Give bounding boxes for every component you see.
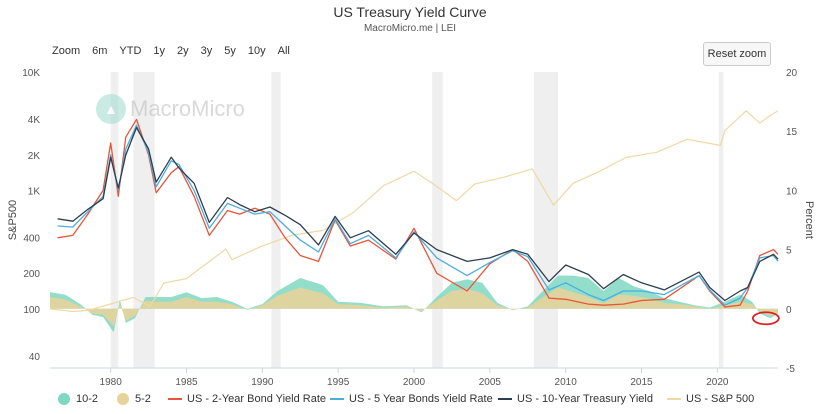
x-tick-label-2010: 2010 <box>555 377 578 388</box>
x-tick-label-2020: 2020 <box>706 377 729 388</box>
zoom-all-button[interactable]: All <box>277 45 290 57</box>
line-series-us-2-year-bond-yield-rate <box>57 118 779 308</box>
legend-line-icon <box>667 398 681 400</box>
y-left-tick-label-100: 100 <box>23 305 40 316</box>
chart-title: US Treasury Yield Curve <box>333 4 487 20</box>
y-left-axis-title: S&P500 <box>7 200 19 240</box>
inversion-annotation-circle <box>751 311 780 326</box>
y-left-tick-label-1K: 1K <box>28 186 41 197</box>
recession-band-4 <box>533 72 559 368</box>
x-tick-label-2000: 2000 <box>403 377 426 388</box>
watermark-logo-icon: ▲ <box>96 94 126 124</box>
y-left-tick-label-10K: 10K <box>22 68 40 79</box>
legend-label: 5-2 <box>135 393 151 405</box>
zoom-2y-button[interactable]: 2y <box>177 45 189 57</box>
y-right-tick-label-0: 0 <box>786 305 792 316</box>
legend-item-10-2[interactable]: 10-2 <box>58 393 98 405</box>
x-tick-label-1990: 1990 <box>251 377 274 388</box>
y-right-axis-title: Percent <box>803 201 815 239</box>
zoom-range-selector: Zoom 6m YTD 1y 2y 3y 5y 10y All <box>52 45 302 57</box>
macromicro-watermark: ▲ MacroMicro <box>96 94 245 124</box>
yield-curve-chart[interactable]: 1980 1985 1990 1995 2000 2005 2010 2015 20204010… <box>0 0 820 390</box>
legend-label: 10-2 <box>76 393 99 405</box>
line-series-us-5-year-bonds-yield-rate <box>57 124 779 306</box>
x-tick-label-2005: 2005 <box>479 377 502 388</box>
zoom-ytd-button[interactable]: YTD <box>119 45 142 57</box>
recession-band-1 <box>133 72 155 368</box>
legend-item-2y[interactable]: US - 2-Year Bond Yield Rate <box>168 393 326 405</box>
area-series-10-2 <box>50 275 778 333</box>
y-left-tick-label-400: 400 <box>23 234 40 245</box>
zoom-6m-button[interactable]: 6m <box>92 45 108 57</box>
legend-label: US - S&P 500 <box>686 393 755 405</box>
zoom-1y-button[interactable]: 1y <box>153 45 166 57</box>
y-left-tick-label-40: 40 <box>29 352 41 363</box>
legend-line-icon <box>498 398 512 400</box>
y-left-tick-label-200: 200 <box>23 269 40 280</box>
line-series-us-s-p-500 <box>49 110 779 313</box>
recession-band-3 <box>432 72 443 368</box>
x-tick-label-1985: 1985 <box>175 377 198 388</box>
y-right-tick-label--5: -5 <box>786 364 795 375</box>
y-left-tick-label-4K: 4K <box>28 115 41 126</box>
recession-band-2 <box>271 72 281 368</box>
legend-item-sp500[interactable]: US - S&P 500 <box>667 393 754 405</box>
recession-band-0 <box>110 72 119 368</box>
zoom-5y-button[interactable]: 5y <box>224 45 236 57</box>
watermark-text: MacroMicro <box>130 96 245 121</box>
chart-legend: 10-2 5-2 US - 2-Year Bond Yield Rate US … <box>0 391 820 411</box>
legend-label: US - 10-Year Treasury Yield <box>517 393 653 405</box>
zoom-label: Zoom <box>52 45 81 57</box>
y-left-tick-label-2K: 2K <box>28 151 41 162</box>
area-series-5-2 <box>50 287 778 327</box>
x-tick-label-2015: 2015 <box>630 377 653 388</box>
legend-line-icon <box>330 398 344 400</box>
legend-line-icon <box>168 398 182 400</box>
line-series-us-10-year-treasury-yield <box>57 126 779 302</box>
legend-item-5y[interactable]: US - 5 Year Bonds Yield Rate <box>330 393 493 405</box>
legend-label: US - 2-Year Bond Yield Rate <box>187 393 327 405</box>
recession-band-5 <box>718 72 724 368</box>
x-tick-label-1980: 1980 <box>100 377 123 388</box>
zoom-3y-button[interactable]: 3y <box>200 45 213 57</box>
reset-zoom-button[interactable]: Reset zoom <box>703 42 771 66</box>
legend-item-5-2[interactable]: 5-2 <box>117 393 151 405</box>
legend-item-10y[interactable]: US - 10-Year Treasury Yield <box>498 393 653 405</box>
y-right-tick-label-20: 20 <box>786 68 798 79</box>
legend-dot-icon <box>58 393 70 405</box>
y-right-tick-label-5: 5 <box>786 246 792 257</box>
legend-dot-icon <box>117 393 129 405</box>
zoom-10y-button[interactable]: 10y <box>247 45 266 57</box>
y-right-tick-label-10: 10 <box>786 186 798 197</box>
x-tick-label-1995: 1995 <box>327 377 350 388</box>
y-right-tick-label-15: 15 <box>786 127 798 138</box>
legend-label: US - 5 Year Bonds Yield Rate <box>349 393 493 405</box>
chart-subtitle: MacroMicro.me | LEI <box>363 23 457 34</box>
